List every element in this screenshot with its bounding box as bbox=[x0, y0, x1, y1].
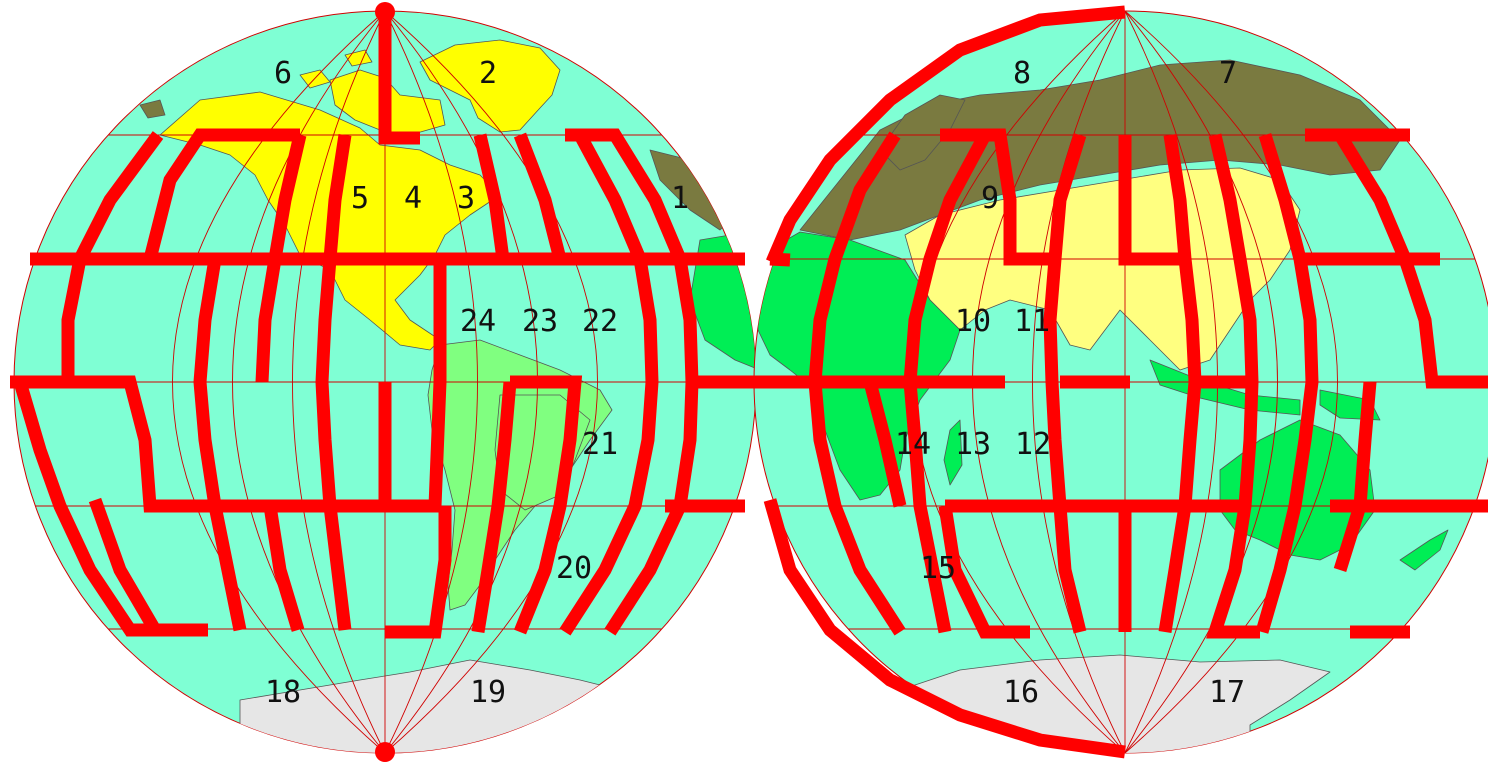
zone-label-5: 5 bbox=[351, 181, 369, 216]
zone-label-3: 3 bbox=[457, 181, 475, 216]
zone-label-2: 2 bbox=[479, 56, 497, 91]
cut-lines bbox=[10, 2, 1488, 762]
zone-label-19: 19 bbox=[470, 675, 506, 710]
africa-landmass bbox=[757, 231, 961, 501]
zone-label-18: 18 bbox=[265, 675, 301, 710]
pole-marker-south bbox=[375, 742, 395, 762]
zone-label-13: 13 bbox=[955, 427, 991, 462]
alaska-fragment bbox=[139, 99, 166, 119]
zone-label-1: 1 bbox=[671, 181, 689, 216]
zone-label-11: 11 bbox=[1014, 304, 1050, 339]
scandinavia bbox=[879, 94, 966, 171]
zone-label-6: 6 bbox=[274, 56, 292, 91]
madagascar bbox=[943, 419, 963, 486]
zone-label-7: 7 bbox=[1219, 56, 1237, 91]
zone-label-9: 9 bbox=[981, 181, 999, 216]
zone-label-4: 4 bbox=[404, 181, 422, 216]
zone-label-14: 14 bbox=[895, 427, 931, 462]
zone-label-20: 20 bbox=[556, 551, 592, 586]
zone-label-8: 8 bbox=[1013, 56, 1031, 91]
zone-label-24: 24 bbox=[460, 304, 496, 339]
zone-label-23: 23 bbox=[522, 304, 558, 339]
zone-label-21: 21 bbox=[582, 427, 618, 462]
greenland-landmass bbox=[419, 39, 561, 133]
zone-label-17: 17 bbox=[1209, 675, 1245, 710]
arctic-islet bbox=[299, 69, 331, 89]
zone-label-16: 16 bbox=[1003, 675, 1039, 710]
zone-label-12: 12 bbox=[1015, 427, 1051, 462]
zone-label-22: 22 bbox=[582, 304, 618, 339]
pole-marker-north bbox=[375, 2, 395, 22]
zone-label-10: 10 bbox=[955, 304, 991, 339]
new-zealand bbox=[1399, 529, 1449, 571]
zone-label-15: 15 bbox=[920, 551, 956, 586]
